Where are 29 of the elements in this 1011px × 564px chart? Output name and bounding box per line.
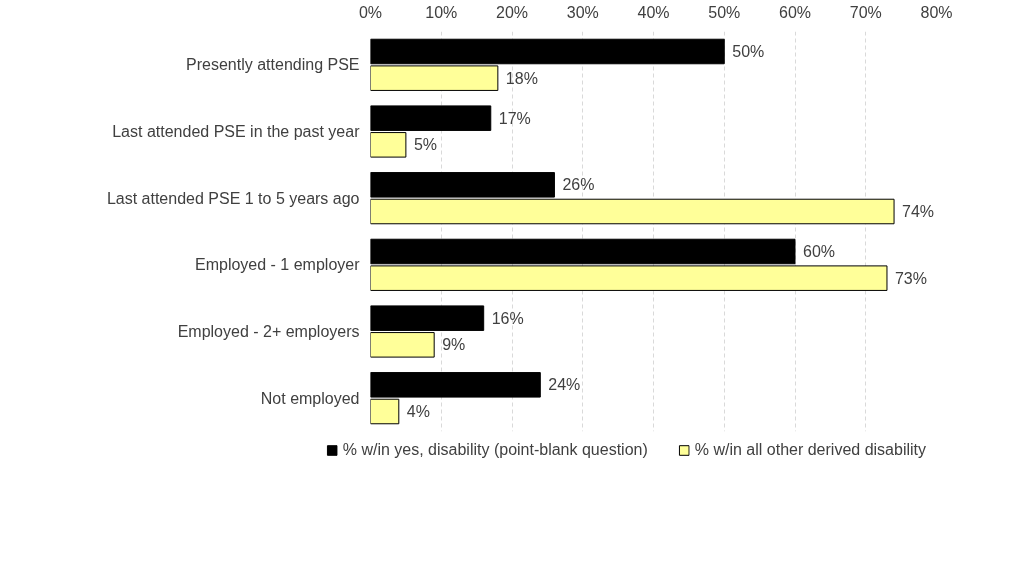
data-label: 9% <box>442 336 466 354</box>
data-label: 5% <box>413 136 437 154</box>
data-label: 26% <box>562 176 595 194</box>
x-tick-label: 30% <box>566 3 599 21</box>
y-tick-label: Last attended PSE 1 to 5 years ago <box>106 189 360 207</box>
x-tick-label: 40% <box>637 3 670 21</box>
x-tick-label: 50% <box>708 3 741 21</box>
x-tick-label: 0% <box>358 3 383 21</box>
data-label: 74% <box>902 203 935 220</box>
x-tick-label: 70% <box>849 3 882 21</box>
y-tick-label: Employed - 1 employer <box>194 256 361 274</box>
x-tick-label: 20% <box>495 3 529 21</box>
data-label: 24% <box>548 376 581 394</box>
data-label: 17% <box>498 109 531 127</box>
y-tick-label: Not employed <box>260 389 360 407</box>
x-tick-label: 60% <box>778 3 812 21</box>
data-label: 16% <box>491 309 524 327</box>
data-label: 18% <box>505 69 538 87</box>
data-label: 60% <box>803 243 836 260</box>
x-tick-label: 10% <box>425 3 458 21</box>
y-tick-label: Employed - 2+ employers <box>177 323 360 340</box>
y-tick-label: Presently attending PSE <box>186 56 360 74</box>
legend-label: % w/in yes, disability (point-blank question) <box>342 441 648 459</box>
data-label: 73% <box>894 269 928 287</box>
legend-label: % w/in all other derived disability <box>694 441 926 459</box>
data-label: 50% <box>732 43 765 60</box>
data-label: 4% <box>406 403 430 420</box>
x-tick-label: 80% <box>920 3 953 21</box>
y-tick-label: Last attended PSE in the past year <box>112 123 361 140</box>
